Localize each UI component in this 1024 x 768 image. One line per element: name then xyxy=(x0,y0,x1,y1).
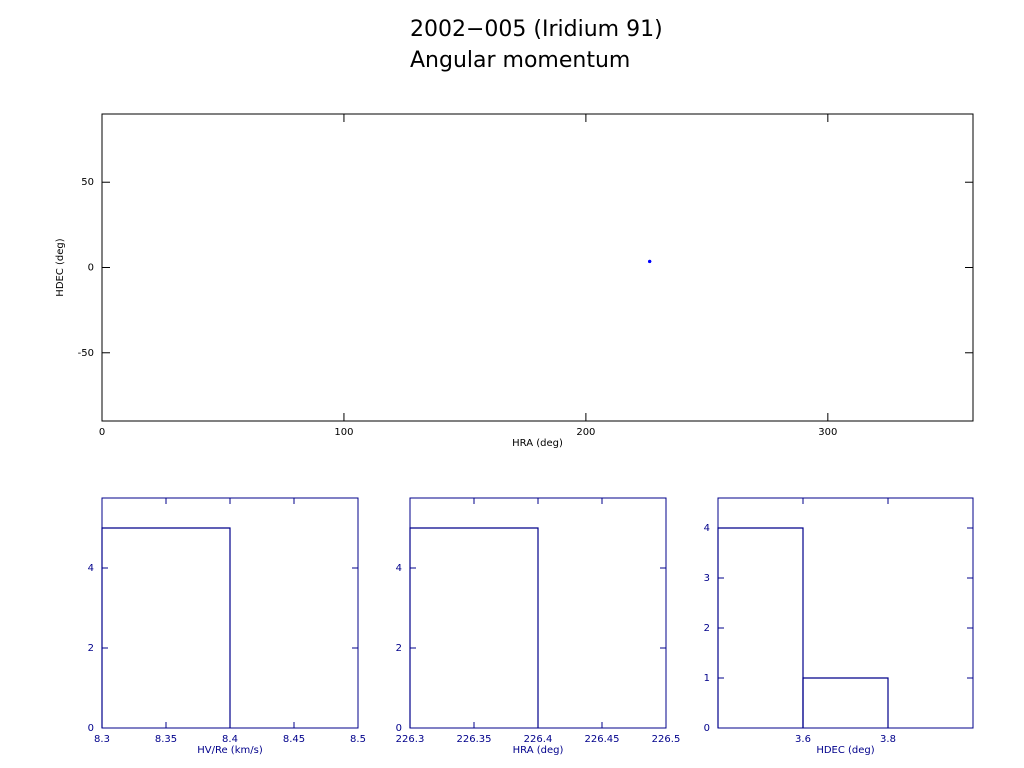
x-tick-label: 3.8 xyxy=(880,734,896,745)
plot-frame xyxy=(717,497,974,729)
y-tick-label: 4 xyxy=(704,523,710,534)
x-tick-label: 300 xyxy=(818,427,837,438)
data-point xyxy=(648,259,652,263)
x-tick-label: 8.45 xyxy=(283,734,305,745)
x-axis-label: HRA (deg) xyxy=(513,745,564,756)
y-tick-label: -50 xyxy=(78,348,94,359)
y-tick-label: 4 xyxy=(396,563,402,574)
x-axis-label: HV/Re (km/s) xyxy=(197,745,263,756)
histogram-bar xyxy=(802,677,889,728)
x-axis-label: HDEC (deg) xyxy=(816,745,874,756)
x-tick-label: 8.3 xyxy=(94,734,110,745)
x-tick-label: 0 xyxy=(99,427,105,438)
y-tick-label: 0 xyxy=(88,723,94,734)
y-tick-label: 4 xyxy=(88,563,94,574)
histogram-bar xyxy=(717,527,804,728)
y-tick-label: 2 xyxy=(396,643,402,654)
x-tick-label: 226.3 xyxy=(396,734,425,745)
y-tick-label: 1 xyxy=(704,673,710,684)
y-tick-label: 2 xyxy=(88,643,94,654)
y-tick-label: 0 xyxy=(704,723,710,734)
x-tick-label: 8.5 xyxy=(350,734,366,745)
x-tick-label: 226.4 xyxy=(524,734,553,745)
x-tick-label: 100 xyxy=(334,427,353,438)
x-tick-label: 226.35 xyxy=(457,734,492,745)
x-tick-label: 3.6 xyxy=(795,734,811,745)
chart-title: 2002−005 (Iridium 91) xyxy=(410,17,663,42)
x-tick-label: 226.5 xyxy=(652,734,681,745)
y-tick-label: 0 xyxy=(88,263,94,274)
chart-subtitle: Angular momentum xyxy=(410,48,630,73)
x-tick-label: 226.45 xyxy=(585,734,620,745)
y-tick-label: 50 xyxy=(81,177,94,188)
x-axis-label: HRA (deg) xyxy=(512,438,563,449)
y-tick-label: 0 xyxy=(396,723,402,734)
x-tick-label: 8.35 xyxy=(155,734,177,745)
x-tick-label: 200 xyxy=(576,427,595,438)
plot-frame xyxy=(101,113,974,422)
y-axis-label: HDEC (deg) xyxy=(55,238,66,296)
histogram-bar xyxy=(409,527,539,728)
y-tick-label: 2 xyxy=(704,623,710,634)
histogram-bar xyxy=(101,527,231,728)
y-tick-label: 3 xyxy=(704,573,710,584)
x-tick-label: 8.4 xyxy=(222,734,238,745)
